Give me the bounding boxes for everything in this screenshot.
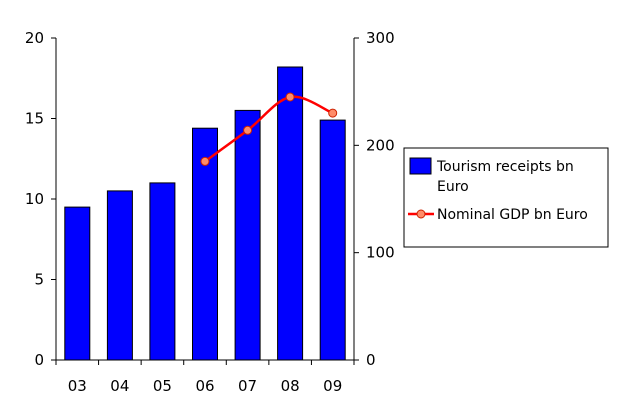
bar-08 xyxy=(277,66,304,361)
right-y-ticks: 0 100 200 300 xyxy=(354,29,395,369)
right-tick-label: 0 xyxy=(366,351,376,369)
gdp-point-06 xyxy=(200,156,210,166)
x-tick-label: 03 xyxy=(68,377,87,395)
legend-bar-swatch xyxy=(409,157,432,175)
legend-line-label: Nominal GDP bn Euro xyxy=(437,207,588,223)
bar-07 xyxy=(234,109,261,361)
legend-bar-label-line1: Tourism receipts bn xyxy=(436,159,574,175)
x-tick-label: 07 xyxy=(238,377,257,395)
legend-bar-label-line2: Euro xyxy=(437,179,469,195)
right-tick-label: 300 xyxy=(366,29,395,47)
x-tick-label: 09 xyxy=(323,377,342,395)
bar-series-tourism-receipts xyxy=(64,66,346,361)
left-tick-label: 10 xyxy=(25,190,44,208)
left-tick-label: 5 xyxy=(34,271,44,289)
legend-box xyxy=(403,147,609,248)
right-tick-label: 100 xyxy=(366,244,395,262)
gdp-point-08 xyxy=(285,92,295,102)
x-tick-label: 06 xyxy=(195,377,214,395)
bar-04 xyxy=(106,190,133,361)
x-tick-label: 05 xyxy=(153,377,172,395)
bar-09 xyxy=(319,119,346,361)
gdp-point-07 xyxy=(243,125,253,135)
right-tick-label: 200 xyxy=(366,136,395,154)
x-tick-label: 08 xyxy=(281,377,300,395)
bar-03 xyxy=(64,206,91,361)
left-tick-label: 20 xyxy=(25,29,44,47)
left-y-ticks: 0 5 10 15 20 xyxy=(25,29,56,369)
x-ticks: 03 04 05 06 07 08 09 xyxy=(55,360,355,395)
bar-05 xyxy=(149,182,176,361)
line-series-nominal-gdp xyxy=(200,92,338,166)
gdp-point-09 xyxy=(328,108,338,118)
x-tick-label: 04 xyxy=(110,377,129,395)
left-tick-label: 0 xyxy=(34,351,44,369)
left-tick-label: 15 xyxy=(25,110,44,128)
legend: Tourism receipts bn Euro Nominal GDP bn … xyxy=(403,147,609,248)
gdp-line xyxy=(204,95,334,163)
bar-06 xyxy=(192,127,218,361)
legend-line-marker xyxy=(416,209,426,219)
